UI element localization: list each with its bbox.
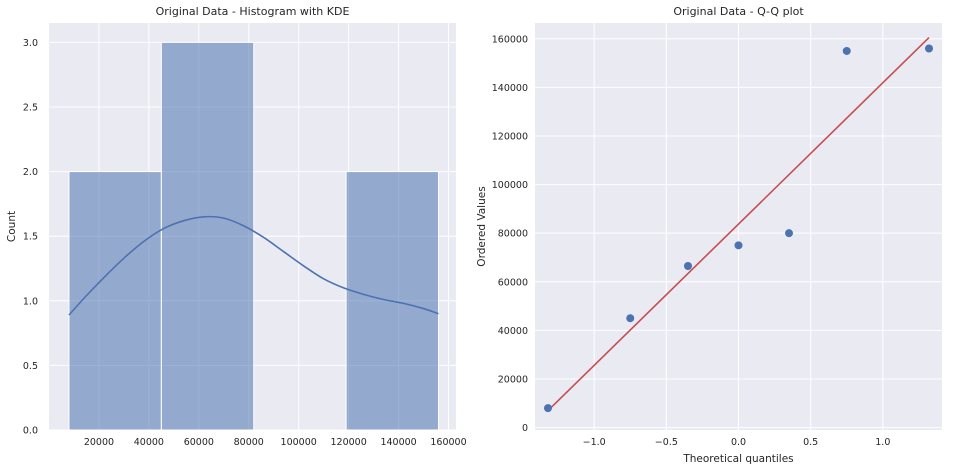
qq-point-1 [626,314,635,323]
qq-x-axis-label: Theoretical quantiles [682,453,793,465]
histogram-x-tick-label: 60000 [184,437,214,448]
qq-panel: −1.0 −0.5 0.0 0.5 1.0 0 20000 40000 60000 80000 1… [476,5,942,465]
qq-point-4 [785,229,794,238]
qq-points [543,44,934,413]
histogram-bar-1 [160,41,255,431]
qq-fit-line [547,37,930,412]
qq-point-3 [734,241,743,250]
histogram-y-tick-label: 0.5 [23,361,38,372]
qq-x-tick-label: −1.0 [583,437,606,448]
qq-title: Original Data - Q-Q plot [673,5,804,18]
qq-y-tick-label: 100000 [492,180,528,191]
qq-point-6 [925,44,934,53]
histogram-y-tick-label: 2.5 [23,102,38,113]
qq-y-tick-label: 0 [522,423,528,434]
histogram-y-tick-label: 3.0 [23,38,38,49]
qq-y-tick-label: 60000 [498,277,528,288]
histogram-x-tick-label: 20000 [84,437,114,448]
qq-point-0 [543,404,552,413]
qq-x-tick-label: 1.0 [875,437,890,448]
qq-y-tick-label: 140000 [492,83,528,94]
histogram-y-tick-label: 1.5 [23,232,38,243]
qq-y-axis-label: Ordered Values [476,186,488,266]
histogram-x-tick-label: 80000 [234,437,264,448]
qq-point-5 [842,46,851,55]
histogram-y-tick-label: 2.0 [23,167,38,178]
histogram-x-tick-label: 40000 [134,437,164,448]
histogram-x-tick-label: 100000 [281,437,317,448]
histogram-x-tick-labels: 20000 40000 60000 80000 100000 120000 140000 16… [84,437,467,448]
histogram-y-tick-label: 0.0 [23,426,38,437]
qq-x-tick-label: −0.5 [655,437,678,448]
qq-x-tick-label: 0.0 [731,437,746,448]
histogram-y-tick-labels: 0.0 0.5 1.0 1.5 2.0 2.5 3.0 [23,38,38,437]
histogram-panel: 20000 40000 60000 80000 100000 120000 140000 16… [6,5,467,448]
qq-x-tick-label: 0.5 [803,437,818,448]
histogram-title: Original Data - Histogram with KDE [156,5,350,18]
histogram-x-tick-label: 160000 [430,437,466,448]
histogram-x-tick-label: 120000 [330,437,366,448]
qq-y-tick-label: 40000 [498,326,528,337]
qq-y-tick-label: 80000 [498,229,528,240]
qq-y-tick-labels: 0 20000 40000 60000 80000 100000 120000 140000 1… [492,34,528,434]
kde-curve [68,215,439,316]
qq-gridlines [535,23,942,430]
histogram-y-axis-label: Count [6,211,18,242]
histogram-bars [68,41,440,431]
qq-point-2 [683,261,692,270]
qq-y-tick-label: 160000 [492,34,528,45]
histogram-x-tick-label: 140000 [380,437,416,448]
histogram-bar-0 [68,171,162,431]
qq-y-tick-label: 20000 [498,374,528,385]
histogram-y-tick-label: 1.0 [23,296,38,307]
qq-x-tick-labels: −1.0 −0.5 0.0 0.5 1.0 [583,437,891,448]
qq-y-tick-label: 120000 [492,131,528,142]
